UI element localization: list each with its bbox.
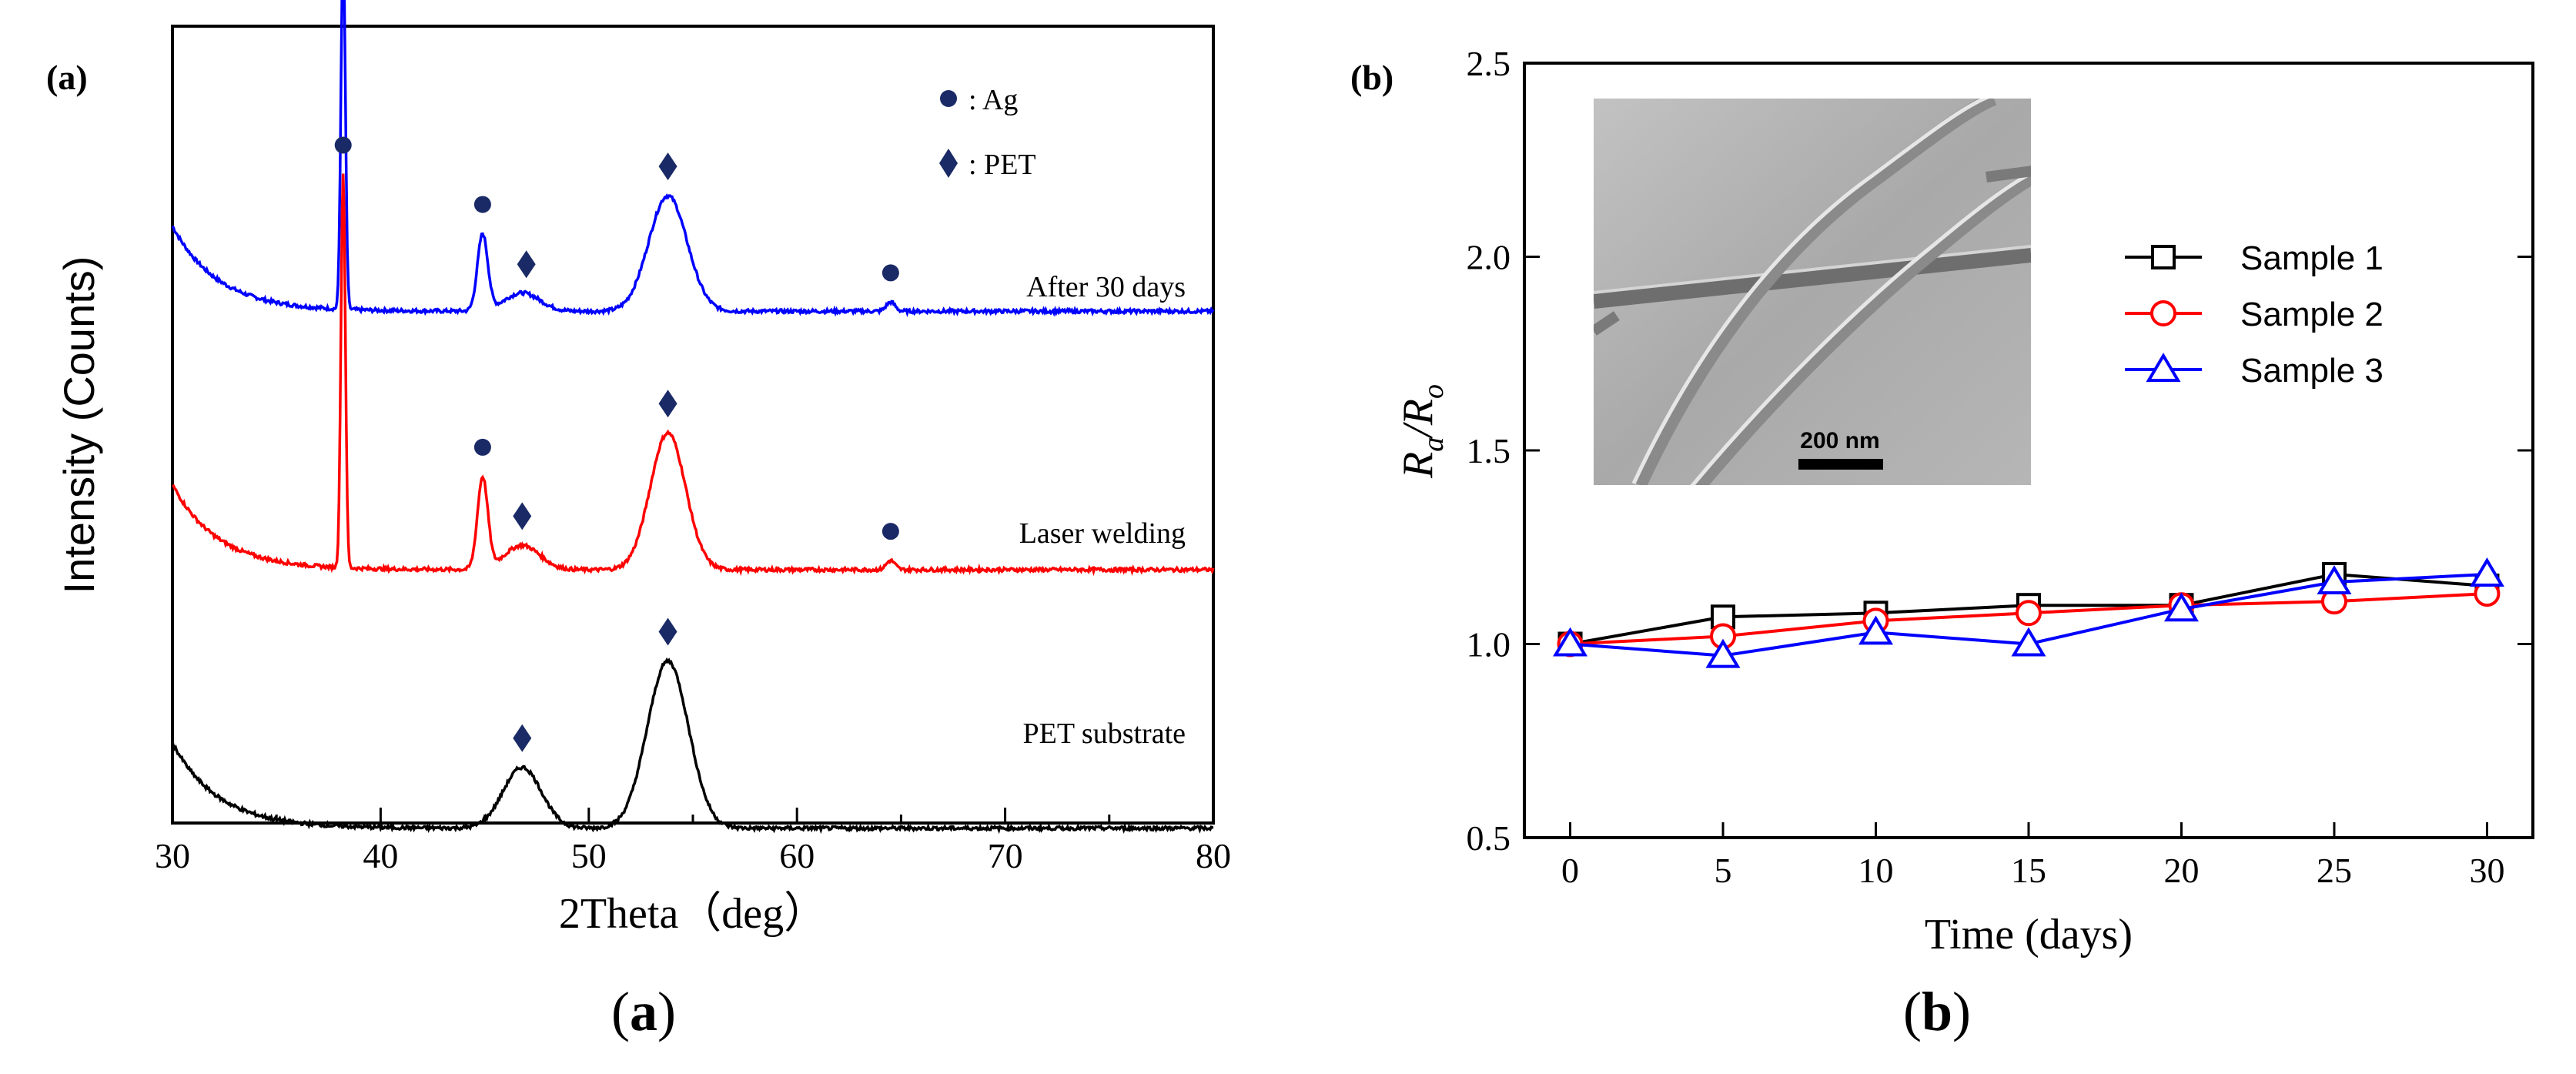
- curve-label: Laser welding: [1019, 517, 1186, 550]
- xrd-curve: [171, 0, 1215, 318]
- xrd-curve: [172, 173, 1215, 577]
- sem-scale-bar: [1798, 459, 1883, 470]
- legend-ag-label: : Ag: [969, 84, 1018, 116]
- panel-a-y-axis-label: Intensity (Counts): [55, 256, 103, 594]
- panel-b-axes-ticks: 0 5 10 15 20 25 30 0.5 1.0 1.5 2.0 2.5: [1467, 44, 2533, 890]
- y-tick-label: 2.5: [1467, 44, 1511, 83]
- legend-triangle-icon: [2146, 353, 2181, 382]
- legend-circle-icon: [2150, 300, 2176, 326]
- pet-peak-marker: [658, 152, 677, 181]
- ag-peak-marker: [882, 523, 899, 540]
- panel-b-series: [1553, 557, 2504, 668]
- data-point: [2016, 600, 2042, 627]
- ag-peak-marker: [473, 438, 491, 456]
- xrd-curve: [171, 657, 1214, 835]
- x-tick-label: 15: [2011, 851, 2046, 890]
- x-tick-label: 30: [2469, 851, 2504, 890]
- x-tick-label: 0: [1561, 851, 1579, 890]
- ag-peak-marker: [882, 264, 899, 282]
- curve-label: PET substrate: [1023, 718, 1186, 750]
- panel-b-caption-letter: b: [1922, 981, 1952, 1042]
- curve-label: After 30 days: [1026, 271, 1186, 303]
- data-point: [2011, 627, 2046, 657]
- panel-b-legend: Sample 1 Sample 2 Sample 3: [2125, 239, 2384, 390]
- pet-peak-marker: [658, 617, 677, 646]
- x-tick-label: 5: [1715, 851, 1732, 890]
- nanowire-diagonal-2: [1691, 170, 2031, 485]
- legend-ag-circle-icon: [940, 90, 957, 107]
- panel-a-caption: ( a ): [611, 981, 676, 1042]
- panel-a-x-axis: 30 40 50 60 70 80: [155, 808, 1231, 875]
- panel-b-caption-close: ): [1952, 981, 1971, 1042]
- y-tick-label: 2.0: [1467, 238, 1511, 277]
- panel-b-caption: ( b ): [1903, 981, 1971, 1042]
- panel-a-curves: [171, 0, 1215, 835]
- svg-text:Ra/Ro: Ra/Ro: [1394, 384, 1450, 479]
- panel-a-curve-labels: After 30 days Laser welding PET substrate: [1019, 271, 1186, 750]
- panel-a-legend: : Ag : PET: [939, 84, 1036, 181]
- y-tick-label: 1.5: [1467, 431, 1511, 470]
- pet-peak-marker: [517, 250, 536, 279]
- x-tick-label: 30: [155, 836, 190, 875]
- ag-peak-marker: [334, 136, 352, 154]
- x-tick-label: 10: [1858, 851, 1894, 890]
- legend-sample-1: Sample 1: [2240, 239, 2384, 277]
- panel-b-caption-open: (: [1903, 981, 1922, 1042]
- data-point: [2317, 565, 2352, 595]
- panel-a-caption-open: (: [611, 981, 630, 1042]
- sem-scale-label: 200 nm: [1800, 428, 1879, 453]
- data-point: [1858, 615, 1894, 645]
- panel-b-x-axis-label: Time (days): [1925, 911, 2133, 959]
- x-tick-label: 40: [363, 836, 398, 875]
- panel-b-label: (b): [1350, 58, 1393, 97]
- panel-a-plot-frame: [171, 25, 1215, 825]
- sem-inset-image: 200 nm: [1594, 99, 2031, 485]
- data-point: [1705, 638, 1741, 668]
- legend-sample-2: Sample 2: [2240, 296, 2384, 333]
- y-tick-label: 0.5: [1467, 818, 1511, 858]
- data-point: [2163, 592, 2199, 622]
- pet-peak-marker: [513, 724, 532, 752]
- x-tick-label: 50: [571, 836, 607, 875]
- x-tick-label: 80: [1196, 836, 1231, 875]
- panel-a-caption-letter: a: [630, 981, 657, 1042]
- panel-a-caption-close: ): [657, 981, 676, 1042]
- data-point: [1553, 627, 1588, 657]
- panel-a-x-axis-label: 2Theta（deg）: [559, 890, 827, 938]
- ag-peak-marker: [473, 196, 491, 213]
- x-tick-label: 60: [779, 836, 815, 875]
- pet-peak-marker: [513, 502, 532, 530]
- x-tick-label: 25: [2317, 851, 2352, 890]
- panel-b: (b) 0 5 10 15 20 25 30 0.5 1.0 1.5 2.0 2.5: [1350, 44, 2534, 1042]
- x-tick-label: 20: [2163, 851, 2199, 890]
- nanowire-horizontal: [1594, 246, 2031, 309]
- legend-square-icon: [2151, 245, 2176, 269]
- panel-a-peak-markers: [334, 136, 899, 752]
- legend-pet-diamond-icon: [939, 149, 958, 178]
- x-tick-label: 70: [988, 836, 1023, 875]
- legend-sample-3: Sample 3: [2240, 352, 2384, 390]
- nanowire-diagonal-1: [1633, 99, 1997, 485]
- panel-a: (a) 30 40 50 60 70 80 After 30 days Laser weld…: [46, 0, 1231, 1042]
- y-tick-label: 1.0: [1467, 625, 1511, 664]
- panel-b-y-axis-label: Ra/Ro: [1394, 384, 1450, 479]
- legend-pet-label: : PET: [969, 149, 1036, 181]
- panel-a-label: (a): [46, 58, 88, 97]
- data-point: [2469, 557, 2504, 587]
- pet-peak-marker: [658, 390, 677, 418]
